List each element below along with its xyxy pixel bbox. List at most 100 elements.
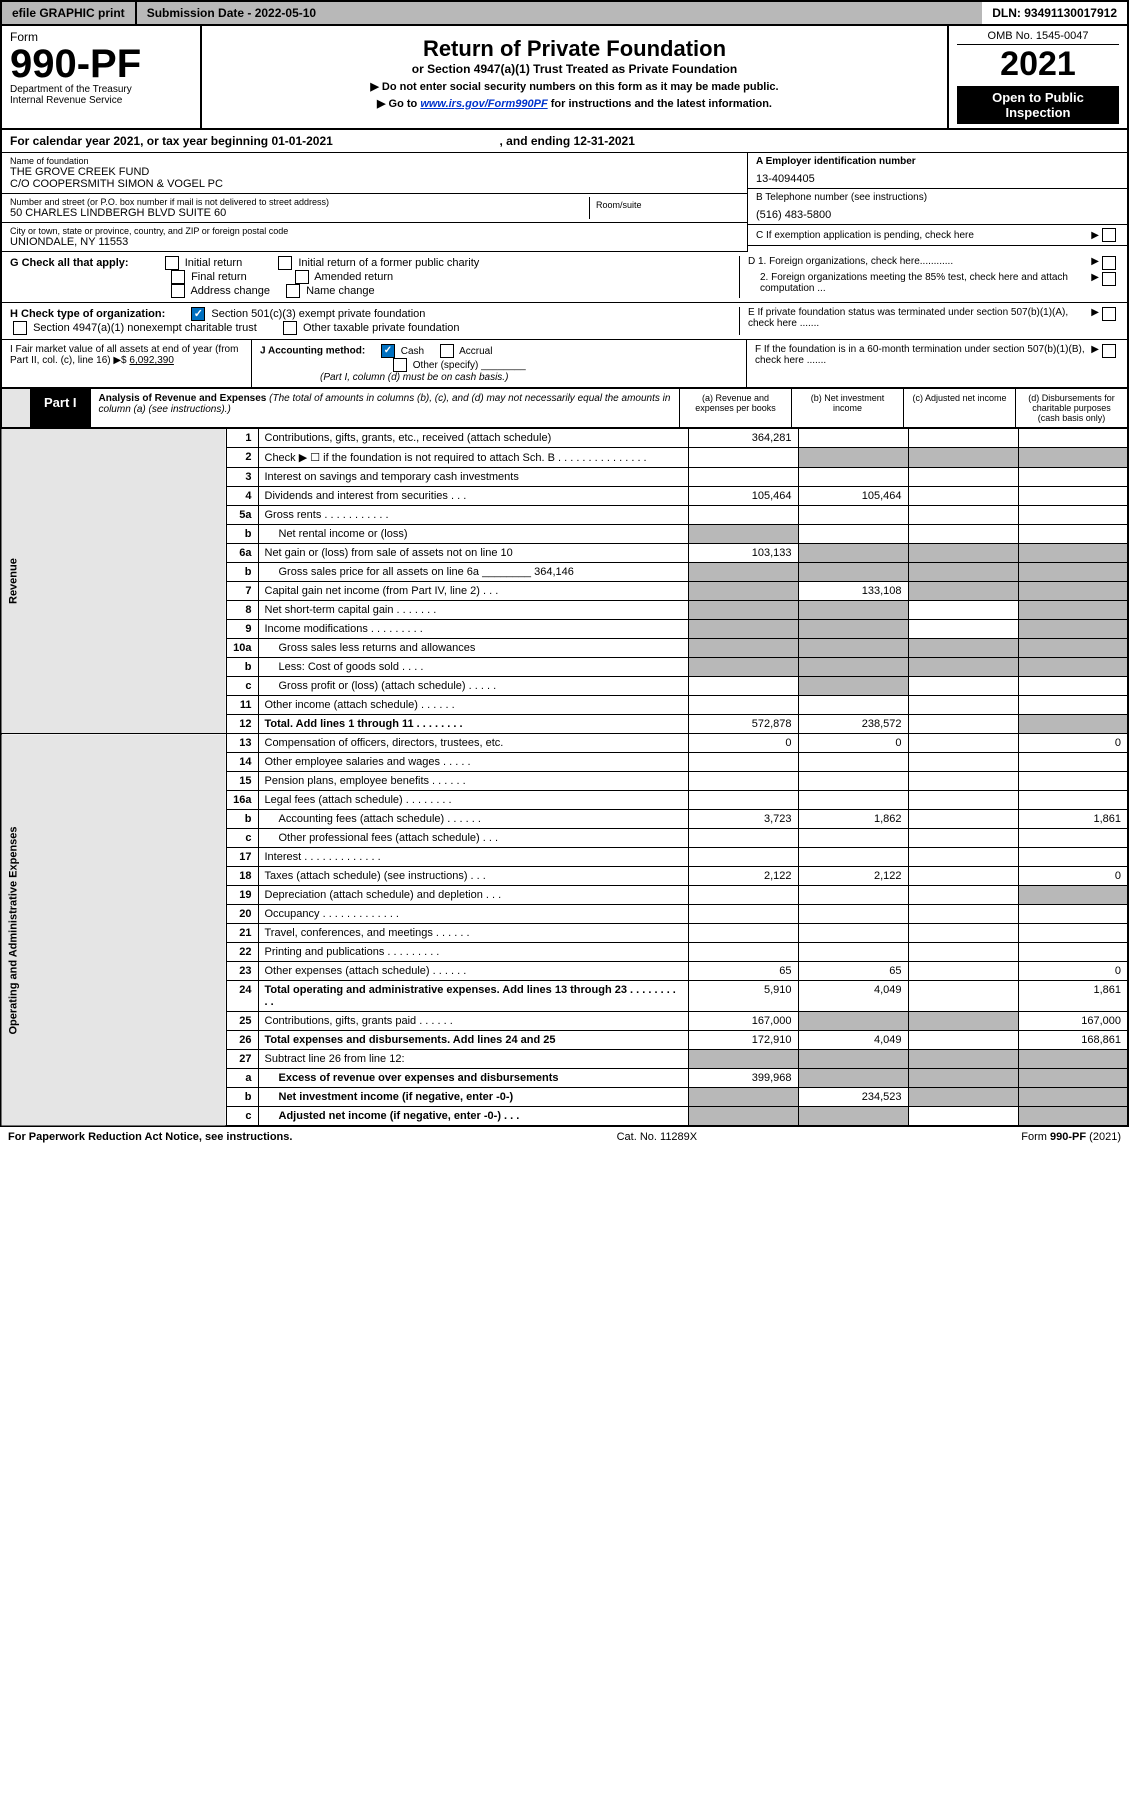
arrow-icon: ▶ [1091, 307, 1099, 329]
form-title: Return of Private Foundation [210, 36, 939, 62]
amount-cell [1018, 772, 1128, 791]
amount-cell [908, 677, 1018, 696]
amount-cell [1018, 905, 1128, 924]
row-number: 16a [227, 791, 258, 810]
amount-cell [908, 1012, 1018, 1031]
j-other: Other (specify) [413, 360, 479, 371]
g-initial: Initial return [185, 257, 242, 269]
h-4947: Section 4947(a)(1) nonexempt charitable … [33, 322, 257, 334]
row-number: b [227, 525, 258, 544]
row-number: 23 [227, 962, 258, 981]
instruction-1: ▶ Do not enter social security numbers o… [210, 80, 939, 93]
amount-cell [1018, 487, 1128, 506]
amount-cell [798, 905, 908, 924]
amended-checkbox[interactable] [295, 270, 309, 284]
row-number: b [227, 810, 258, 829]
row-number: 19 [227, 886, 258, 905]
part1-tab: Part I [30, 389, 91, 427]
amount-cell [1018, 582, 1128, 601]
amount-cell [908, 1088, 1018, 1107]
amount-cell [908, 525, 1018, 544]
amount-cell [908, 753, 1018, 772]
amount-cell [798, 791, 908, 810]
amount-cell [908, 734, 1018, 753]
cash-checkbox[interactable]: ✓ [381, 344, 395, 358]
amount-cell [908, 886, 1018, 905]
table-row: Revenue1Contributions, gifts, grants, et… [1, 429, 1128, 448]
amount-cell: 65 [688, 962, 798, 981]
c-checkbox[interactable] [1102, 228, 1116, 242]
open-public: Open to Public Inspection [957, 86, 1119, 124]
accrual-checkbox[interactable] [440, 344, 454, 358]
amount-cell [1018, 506, 1128, 525]
amount-cell [688, 658, 798, 677]
j-accrual: Accrual [459, 346, 492, 357]
amount-cell: 168,861 [1018, 1031, 1128, 1050]
row-ij: I Fair market value of all assets at end… [0, 340, 1129, 389]
amount-cell [908, 563, 1018, 582]
cal-begin: For calendar year 2021, or tax year begi… [10, 134, 333, 148]
foundation-name-2: C/O COOPERSMITH SIMON & VOGEL PC [10, 178, 739, 190]
amount-cell [908, 448, 1018, 468]
amount-cell: 167,000 [688, 1012, 798, 1031]
amount-cell [1018, 639, 1128, 658]
amount-cell [688, 1107, 798, 1127]
d1-checkbox[interactable] [1102, 256, 1116, 270]
amount-cell [908, 582, 1018, 601]
foundation-name-1: THE GROVE CREEK FUND [10, 166, 739, 178]
h-label: H Check type of organization: [10, 308, 165, 320]
amount-cell: 0 [798, 734, 908, 753]
addr-change-checkbox[interactable] [171, 284, 185, 298]
j-label: J Accounting method: [260, 346, 365, 357]
amount-cell [798, 563, 908, 582]
row-desc: Excess of revenue over expenses and disb… [258, 1069, 688, 1088]
other-taxable-checkbox[interactable] [283, 321, 297, 335]
telephone: (516) 483-5800 [756, 209, 1119, 221]
501c3-checkbox[interactable]: ✓ [191, 307, 205, 321]
4947-checkbox[interactable] [13, 321, 27, 335]
row-desc: Capital gain net income (from Part IV, l… [258, 582, 688, 601]
row-desc: Contributions, gifts, grants, etc., rece… [258, 429, 688, 448]
row-number: 9 [227, 620, 258, 639]
amount-cell [798, 829, 908, 848]
amount-cell [688, 696, 798, 715]
initial-return-checkbox[interactable] [165, 256, 179, 270]
initial-public-checkbox[interactable] [278, 256, 292, 270]
amount-cell [908, 867, 1018, 886]
row-number: b [227, 658, 258, 677]
amount-cell: 4,049 [798, 981, 908, 1012]
row-number: 6a [227, 544, 258, 563]
amount-cell [908, 639, 1018, 658]
e-label: E If private foundation status was termi… [748, 307, 1091, 329]
other-method-checkbox[interactable] [393, 358, 407, 372]
amount-cell [1018, 429, 1128, 448]
amount-cell [1018, 677, 1128, 696]
amount-cell [688, 886, 798, 905]
amount-cell [908, 468, 1018, 487]
irs-link[interactable]: www.irs.gov/Form990PF [420, 98, 547, 110]
footer: For Paperwork Reduction Act Notice, see … [0, 1127, 1129, 1147]
row-desc: Interest . . . . . . . . . . . . . [258, 848, 688, 867]
name-change-checkbox[interactable] [286, 284, 300, 298]
final-return-checkbox[interactable] [171, 270, 185, 284]
amount-cell [908, 658, 1018, 677]
dln: DLN: 93491130017912 [982, 2, 1127, 24]
amount-cell [908, 696, 1018, 715]
row-desc: Accounting fees (attach schedule) . . . … [258, 810, 688, 829]
e-checkbox[interactable] [1102, 307, 1116, 321]
row-desc: Contributions, gifts, grants paid . . . … [258, 1012, 688, 1031]
amount-cell: 364,281 [688, 429, 798, 448]
table-row: Operating and Administrative Expenses13C… [1, 734, 1128, 753]
f-checkbox[interactable] [1102, 344, 1116, 358]
row-desc: Check ▶ ☐ if the foundation is not requi… [258, 448, 688, 468]
ein-label: A Employer identification number [756, 156, 1119, 167]
amount-cell [1018, 544, 1128, 563]
amount-cell [1018, 468, 1128, 487]
amount-cell [1018, 886, 1128, 905]
d2-checkbox[interactable] [1102, 272, 1116, 286]
row-desc: Gross rents . . . . . . . . . . . [258, 506, 688, 525]
name-label: Name of foundation [10, 156, 739, 166]
amount-cell [688, 924, 798, 943]
amount-cell: 0 [688, 734, 798, 753]
row-desc: Pension plans, employee benefits . . . .… [258, 772, 688, 791]
